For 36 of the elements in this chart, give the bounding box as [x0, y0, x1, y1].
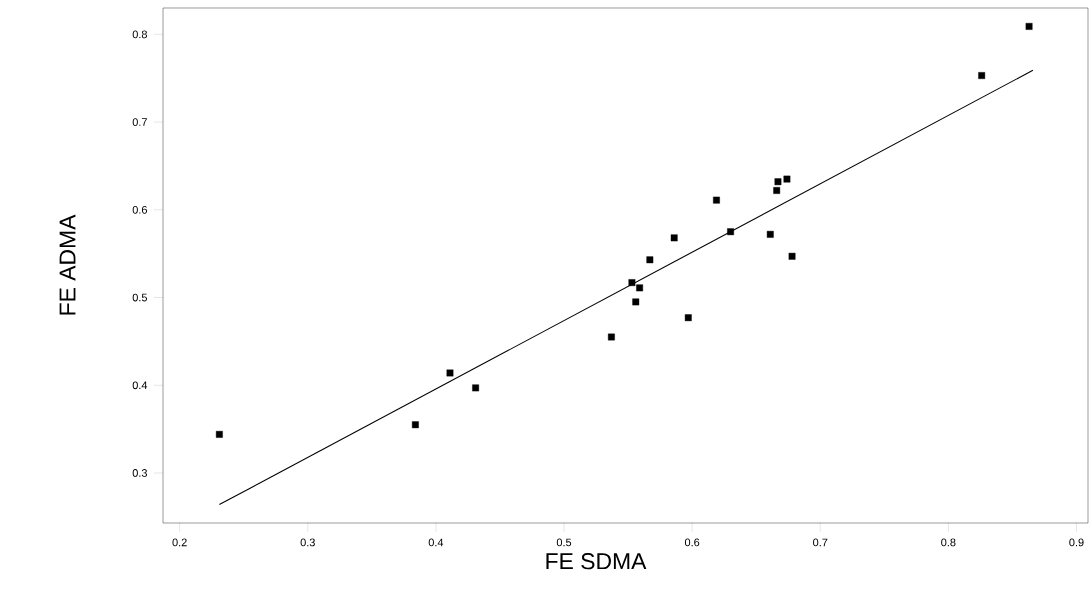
x-tick-label: 0.8	[941, 538, 956, 547]
x-tick-label: 0.7	[813, 538, 828, 547]
point	[978, 72, 986, 79]
point	[788, 252, 796, 260]
point	[670, 234, 678, 242]
point	[774, 178, 782, 186]
point	[713, 196, 720, 204]
x-tick-label: 0.2	[172, 538, 187, 547]
y-tick-label: 0.6	[132, 205, 147, 214]
point	[773, 187, 781, 194]
x-tick-label: 0.6	[684, 538, 700, 547]
point	[215, 430, 223, 438]
point	[628, 279, 636, 286]
point	[727, 228, 734, 236]
y-tick-label: 0.7	[132, 118, 147, 126]
point	[608, 333, 615, 341]
point	[646, 256, 654, 264]
point	[684, 314, 692, 322]
y-tick-label: 0.8	[132, 30, 147, 39]
point	[411, 421, 419, 429]
x-axis-title: FE SDMA	[546, 553, 647, 570]
x-tick-label: 0.3	[300, 538, 315, 547]
point	[446, 369, 454, 377]
x-tick-label: 0.9	[1069, 538, 1084, 547]
x-tick-label: 0.5	[556, 538, 572, 547]
point	[472, 384, 480, 392]
y-tick-label: 0.4	[132, 381, 148, 390]
point	[636, 284, 643, 292]
point	[632, 298, 640, 306]
point	[783, 175, 791, 183]
point	[1025, 23, 1033, 30]
x-tick-label: 0.4	[428, 538, 444, 547]
y-tick-label: 0.5	[132, 293, 148, 302]
y-tick-label: 0.3	[132, 469, 147, 477]
y-axis-title: FE ADMA	[59, 214, 76, 315]
point	[766, 230, 774, 238]
